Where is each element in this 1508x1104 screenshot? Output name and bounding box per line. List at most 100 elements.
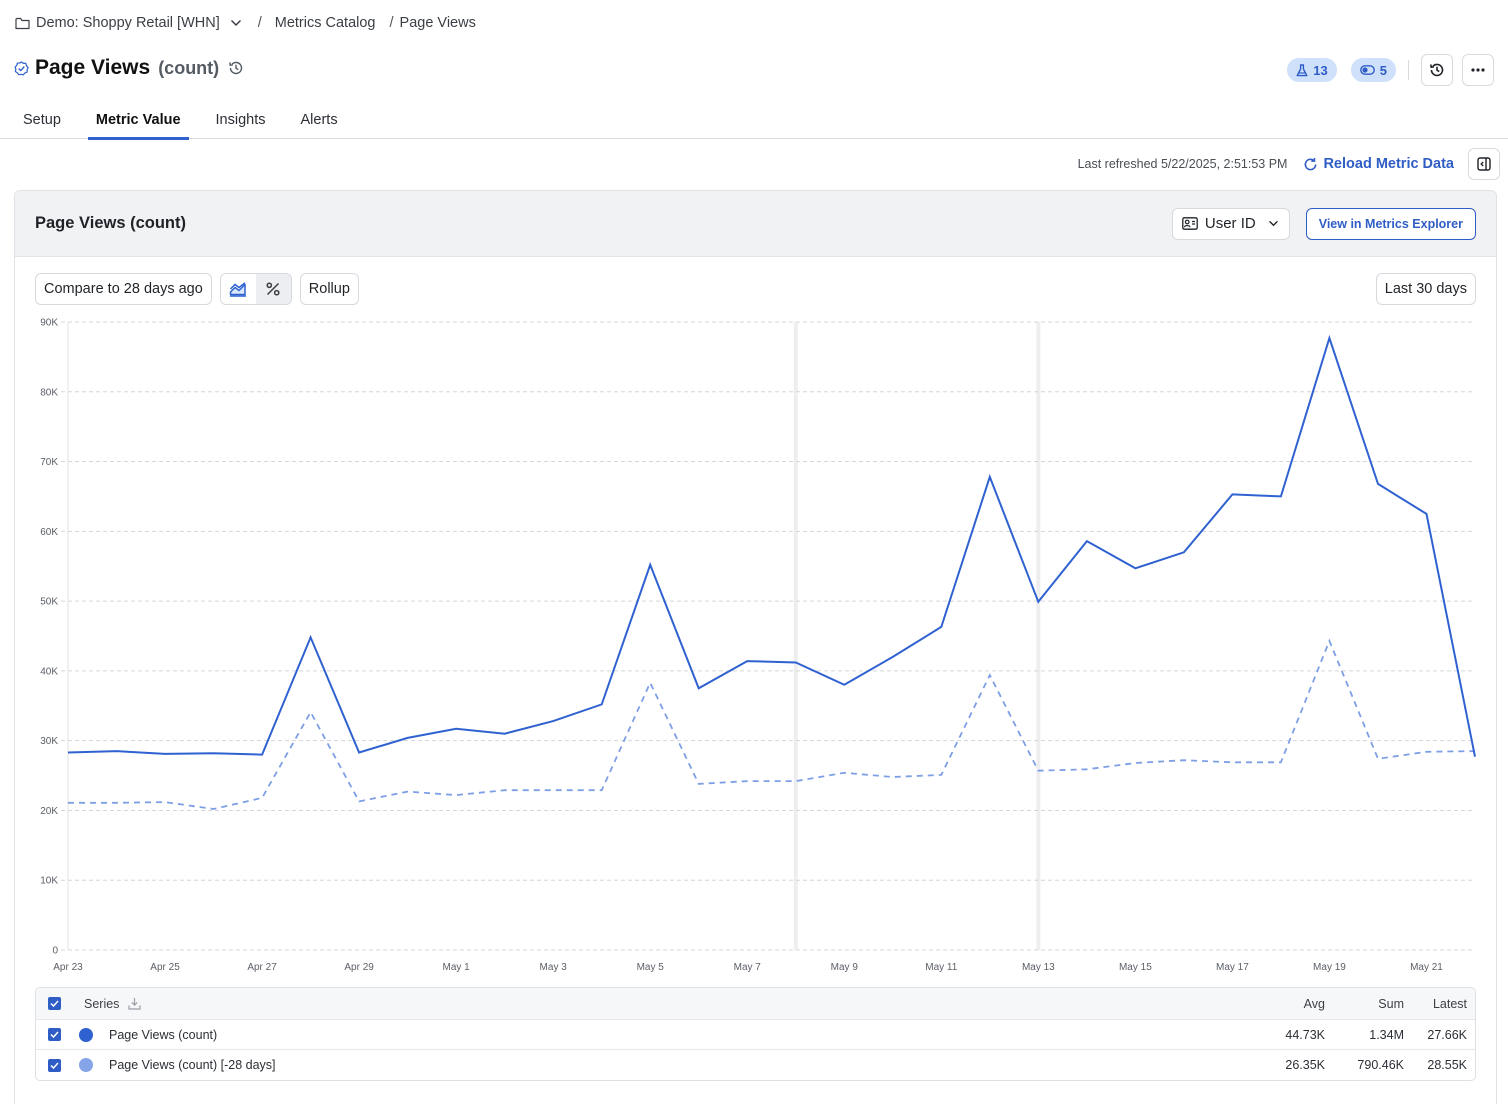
y-tick-label: 40K (40, 666, 58, 677)
series-sum: 1.34M (1369, 1027, 1404, 1042)
view-in-metrics-explorer-button[interactable]: View in Metrics Explorer (1305, 207, 1476, 240)
experiments-badge[interactable]: 13 (1287, 58, 1337, 82)
page-title-row: Page Views (count) (14, 56, 244, 80)
x-tick-label: Apr 27 (247, 962, 277, 973)
rollup-button[interactable]: Rollup (299, 273, 359, 305)
x-tick-label: Apr 25 (150, 962, 180, 973)
y-tick-label: 70K (40, 457, 58, 468)
page-title: Page Views (35, 56, 151, 79)
x-tick-label: May 19 (1313, 962, 1346, 973)
breadcrumb: Demo: Shoppy Retail [WHN] / Metrics Cata… (15, 12, 476, 34)
download-icon[interactable] (128, 997, 142, 1010)
tab-insights[interactable]: Insights (215, 111, 266, 128)
tab-setup[interactable]: Setup (23, 111, 61, 128)
last-refreshed-text: Last refreshed 5/22/2025, 2:51:53 PM (1077, 157, 1288, 171)
gates-badge[interactable]: 5 (1350, 58, 1396, 82)
reload-metric-data-label: Reload Metric Data (1323, 156, 1454, 172)
chevron-down-icon (1268, 220, 1278, 227)
y-tick-label: 80K (40, 387, 58, 398)
y-tick-label: 60K (40, 527, 58, 538)
legend-header-row: Series Avg Sum Latest (36, 988, 1475, 1020)
series-line-current (67, 334, 1476, 757)
tab-alerts[interactable]: Alerts (300, 111, 338, 128)
series-name: Page Views (count) [-28 days] (109, 1058, 276, 1072)
x-tick-label: May 11 (925, 962, 957, 973)
chart-mode-toggle (219, 273, 292, 305)
sum-column-header: Sum (1378, 996, 1404, 1011)
breadcrumb-workspace-label: Demo: Shoppy Retail [WHN] (36, 15, 220, 31)
series-avg: 44.73K (1285, 1027, 1325, 1042)
select-all-series-checkbox[interactable] (48, 997, 61, 1010)
chart-toolbar: Compare to 28 days ago Rollup (35, 273, 359, 305)
divider (1408, 60, 1409, 80)
annotation-marker (793, 322, 798, 950)
history-icon[interactable] (228, 60, 244, 76)
x-tick-label: May 1 (443, 962, 471, 973)
id-card-icon (1182, 217, 1198, 230)
checkmark-icon (50, 1031, 59, 1038)
absolute-chart-mode-button[interactable] (220, 274, 256, 304)
y-tick-label: 10K (40, 876, 58, 887)
header-actions: 13 5 (1287, 54, 1494, 86)
y-tick-label: 30K (40, 736, 58, 747)
chart-canvas: 0 10K 20K 30K 40K 50K 60K 70K 80K 90K Apr 23 Apr 25… (40, 318, 1476, 973)
history-button[interactable] (1421, 54, 1453, 86)
folder-icon (15, 17, 30, 29)
series-checkbox[interactable] (48, 1028, 61, 1041)
latest-column-header: Latest (1432, 996, 1467, 1011)
compare-button[interactable]: Compare to 28 days ago (35, 273, 212, 305)
experiments-count: 13 (1313, 62, 1328, 78)
tab-bar: Setup Metric Value Insights Alerts (0, 100, 1508, 140)
chevron-down-icon (230, 19, 241, 27)
x-tick-label: May 13 (1022, 962, 1055, 973)
line-chart[interactable]: 0 10K 20K 30K 40K 50K 60K 70K 80K 90K Apr 23 Apr 25… (15, 311, 1496, 981)
series-checkbox[interactable] (48, 1058, 61, 1072)
series-line-previous (68, 638, 1476, 810)
annotation-marker (1036, 322, 1041, 950)
series-sum: 790.46K (1357, 1058, 1404, 1072)
checkmark-icon (50, 1061, 59, 1069)
breadcrumb-workspace[interactable]: Demo: Shoppy Retail [WHN] (15, 15, 242, 31)
area-chart-icon (230, 281, 247, 297)
percent-chart-mode-button[interactable] (255, 274, 291, 304)
legend-row-current: Page Views (count) 44.73K 1.34M 27.66K (36, 1020, 1475, 1050)
date-range-button[interactable]: Last 30 days (1375, 273, 1476, 305)
tab-metric-value[interactable]: Metric Value (87, 100, 189, 140)
checkmark-icon (50, 1000, 59, 1007)
card-title: Page Views (count) (35, 214, 186, 232)
more-options-button[interactable] (1462, 54, 1494, 86)
history-icon (1430, 63, 1444, 77)
series-column-header: Series (84, 997, 1265, 1011)
unit-id-select-value: User ID (1204, 215, 1256, 232)
sidebar-collapse-icon (1477, 157, 1491, 171)
y-tick-label: 0 (52, 946, 58, 957)
avg-column-header: Avg (1303, 996, 1325, 1011)
x-tick-label: Apr 23 (53, 962, 83, 973)
series-latest: 28.55K (1427, 1058, 1467, 1072)
refresh-row: Last refreshed 5/22/2025, 2:51:53 PM Rel… (1078, 148, 1500, 180)
x-tick-label: May 5 (637, 962, 665, 973)
unit-id-select[interactable]: User ID (1171, 207, 1290, 240)
more-horizontal-icon (1471, 68, 1485, 72)
breadcrumb-separator: / (389, 15, 394, 31)
breadcrumb-current-page: Page Views (399, 15, 476, 31)
series-latest: 27.66K (1427, 1027, 1467, 1042)
page-subtitle: (count) (158, 57, 220, 78)
y-tick-label: 20K (40, 806, 58, 817)
series-name: Page Views (count) (109, 1027, 218, 1042)
refresh-icon (1305, 157, 1317, 170)
series-color-dot (79, 1058, 93, 1072)
collapse-panel-button[interactable] (1468, 148, 1500, 180)
reload-metric-data-button[interactable]: Reload Metric Data (1303, 156, 1454, 172)
metric-chart-card: Page Views (count) User ID View in Metri… (14, 190, 1497, 1104)
series-legend-table: Series Avg Sum Latest Page Views (count)… (35, 987, 1476, 1081)
breadcrumb-separator: / (257, 15, 262, 31)
legend-row-previous: Page Views (count) [-28 days] 26.35K 790… (36, 1050, 1475, 1080)
toggle-icon (1359, 65, 1375, 75)
breadcrumb-metrics-catalog[interactable]: Metrics Catalog (274, 15, 376, 31)
x-tick-label: May 17 (1216, 962, 1249, 973)
series-avg: 26.35K (1285, 1058, 1325, 1072)
series-header-label: Series (84, 996, 120, 1011)
y-tick-label: 50K (40, 597, 58, 608)
verified-badge-icon (14, 60, 29, 75)
